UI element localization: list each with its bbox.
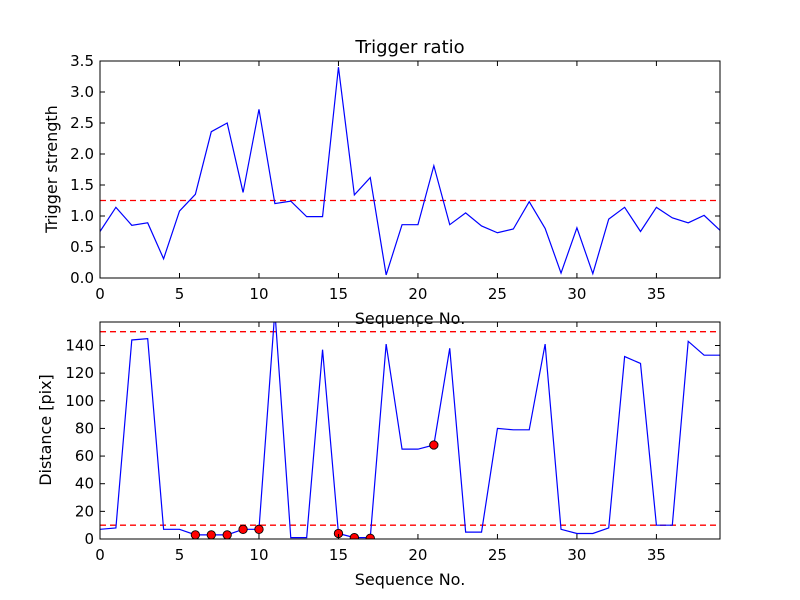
top-chart-x-label: Sequence No. xyxy=(355,309,466,328)
top-plot-area xyxy=(100,67,720,276)
bottom-x-tick-label: 0 xyxy=(95,546,105,564)
bottom-y-tick-label: 0 xyxy=(84,530,94,548)
bottom-marker-point xyxy=(238,524,248,534)
top-y-tick-label: 3.5 xyxy=(70,52,94,70)
bottom-marker-point xyxy=(365,533,375,539)
bottom-y-tick-label: 60 xyxy=(75,447,94,465)
top-y-tick-label: 1.0 xyxy=(70,207,94,225)
top-y-tick-label: 1.5 xyxy=(70,176,94,194)
top-y-tick-label: 2.0 xyxy=(70,145,94,163)
top-series-line-0 xyxy=(100,67,720,276)
top-y-tick-label: 3.0 xyxy=(70,83,94,101)
bottom-x-tick-label: 5 xyxy=(175,546,185,564)
top-x-tick-label: 35 xyxy=(647,285,666,303)
top-y-tick-label: 0.5 xyxy=(70,238,94,256)
bottom-marker-point xyxy=(222,530,232,539)
top-chart: 0 5 10 15 20 25 30 35 0.0 0.5 1.0 1.5 2.0 2.5 3.0 3.5 xyxy=(70,52,721,303)
top-x-tick-label: 10 xyxy=(249,285,268,303)
bottom-y-tick-label: 20 xyxy=(75,502,94,520)
top-chart-y-label: Trigger strength xyxy=(42,105,61,234)
bottom-marker-point xyxy=(349,532,360,539)
bottom-chart: 0 5 10 15 20 25 30 35 0 20 40 60 80 100 120 140 xyxy=(65,321,721,564)
bottom-y-tick-label: 100 xyxy=(65,392,94,410)
bottom-marker-point xyxy=(206,530,216,539)
bottom-marker-point xyxy=(254,524,264,534)
top-x-tick-label: 5 xyxy=(175,285,185,303)
bottom-x-tick-label: 30 xyxy=(567,546,586,564)
bottom-y-tick-label: 80 xyxy=(75,419,94,437)
top-x-tick-label: 0 xyxy=(95,285,105,303)
top-x-tick-label: 20 xyxy=(408,285,427,303)
bottom-x-tick-label: 15 xyxy=(329,546,348,564)
bottom-chart-x-label: Sequence No. xyxy=(355,570,466,589)
top-y-tick-label: 2.5 xyxy=(70,114,94,132)
bottom-chart-y-label: Distance [pix] xyxy=(36,374,55,486)
bottom-x-tick-label: 10 xyxy=(249,546,268,564)
bottom-marker-point xyxy=(190,530,201,539)
top-x-tick-label: 15 xyxy=(329,285,348,303)
bottom-plot-area xyxy=(100,322,720,539)
top-plot-frame xyxy=(99,60,721,279)
bottom-y-tick-label: 140 xyxy=(65,336,94,354)
bottom-plot-frame xyxy=(99,321,721,540)
top-x-tick-label: 25 xyxy=(488,285,507,303)
bottom-y-tick-label: 120 xyxy=(65,364,94,382)
top-chart-title: Trigger ratio xyxy=(354,37,464,58)
top-y-tick-label: 0.0 xyxy=(70,269,94,287)
bottom-series-line-0 xyxy=(100,322,720,539)
bottom-x-tick-label: 20 xyxy=(408,546,427,564)
bottom-y-tick-label: 40 xyxy=(75,475,94,493)
top-x-tick-label: 30 xyxy=(567,285,586,303)
bottom-x-tick-label: 35 xyxy=(647,546,666,564)
bottom-marker-point xyxy=(429,440,439,450)
bottom-x-tick-label: 25 xyxy=(488,546,507,564)
